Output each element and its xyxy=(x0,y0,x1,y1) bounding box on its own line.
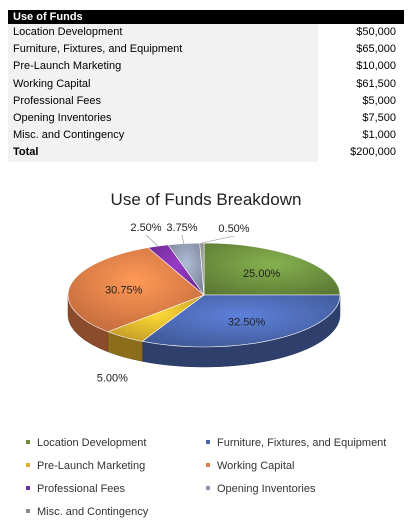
row-amount: $61,500 xyxy=(356,77,396,90)
legend-label: Professional Fees xyxy=(37,483,126,495)
data-label-misc-and-contingency: 0.50% xyxy=(218,223,249,235)
legend-label: Pre-Launch Marketing xyxy=(37,460,146,472)
legend-swatch xyxy=(26,486,30,491)
use-of-funds-table: Use of Funds Location Development $50,000… xyxy=(8,10,404,162)
leader-line-opening-inventories xyxy=(181,234,185,244)
legend-label: Misc. and Contingency xyxy=(37,506,149,518)
row-label: Pre-Launch Marketing xyxy=(8,58,318,76)
data-label-furniture-fixtures-and-equipment: 32.50% xyxy=(228,317,266,329)
data-label-location-development: 25.00% xyxy=(243,268,281,280)
legend-item-misc-and-contingency: Misc. and Contingency xyxy=(26,506,148,518)
legend-swatch xyxy=(206,463,210,468)
leader-line-misc-and-contingency xyxy=(201,235,235,244)
legend-swatch xyxy=(26,463,30,468)
row-label: Location Development xyxy=(8,24,318,42)
legend-label: Furniture, Fixtures, and Equipment xyxy=(217,437,387,449)
pie-slice-misc-and-contingency xyxy=(199,242,205,296)
table-header: Use of Funds xyxy=(8,10,404,24)
row-label: Opening Inventories xyxy=(8,109,318,128)
legend-item-location-development: Location Development xyxy=(26,437,146,449)
legend-item-opening-inventories: Opening Inventories xyxy=(206,483,315,495)
row-label: Misc. and Contingency xyxy=(8,127,318,145)
pie-tops xyxy=(67,242,341,348)
row-amount: $1,000 xyxy=(362,129,396,142)
legend-label: Location Development xyxy=(37,437,147,449)
data-label-working-capital: 30.75% xyxy=(105,284,143,296)
chart-title: Use of Funds Breakdown xyxy=(110,190,302,209)
table-row: Misc. and Contingency $1,000 xyxy=(8,127,404,145)
legend-item-furniture-fixtures-and-equipment: Furniture, Fixtures, and Equipment xyxy=(206,437,386,449)
legend-swatch xyxy=(206,486,210,491)
row-label: Professional Fees xyxy=(8,92,318,110)
table-row: Opening Inventories $7,500 xyxy=(8,109,404,128)
pie-slice-location-development xyxy=(203,242,341,296)
table-row: Furniture, Fixtures, and Equipment $65,00… xyxy=(8,41,404,59)
data-labels: 25.00% 32.50% 5.00% 30.75% 2.50% 3.75% 0.50% xyxy=(97,222,281,384)
table-row: Location Development $50,000 xyxy=(8,24,404,42)
table-rows: Location Development $50,000 Furniture, Fi… xyxy=(8,24,404,145)
total-label: Total xyxy=(8,144,318,162)
total-amount: $200,000 xyxy=(350,146,396,159)
pie-sides xyxy=(67,294,341,368)
legend-swatch xyxy=(206,440,210,445)
legend-item-working-capital: Working Capital xyxy=(206,460,294,472)
table-total-row: Total $200,000 xyxy=(8,144,404,162)
legend-label: Opening Inventories xyxy=(217,483,316,495)
row-amount: $65,000 xyxy=(356,43,396,56)
legend-label: Working Capital xyxy=(217,460,295,472)
legend-swatch xyxy=(26,509,30,514)
leader-line-professional-fees xyxy=(145,234,159,247)
data-label-professional-fees: 2.50% xyxy=(130,222,161,234)
legend-swatch xyxy=(26,440,30,445)
data-label-pre-launch-marketing: 5.00% xyxy=(97,372,128,384)
row-amount: $7,500 xyxy=(362,111,396,124)
row-label: Furniture, Fixtures, and Equipment xyxy=(8,41,318,59)
pie-slice-furniture-fixtures-and-equipment xyxy=(141,294,341,348)
pie-slice-working-capital xyxy=(67,247,205,333)
table-row: Pre-Launch Marketing $10,000 xyxy=(8,58,404,76)
table-row: Professional Fees $5,000 xyxy=(8,92,404,110)
pie-chart: 25.00% 32.50% 5.00% 30.75% 2.50% 3.75% 0.50% xyxy=(67,222,341,384)
table-row: Working Capital $61,500 xyxy=(8,75,404,93)
row-label: Working Capital xyxy=(8,75,318,93)
row-amount: $5,000 xyxy=(362,94,396,107)
row-amount: $10,000 xyxy=(356,60,396,73)
row-amount: $50,000 xyxy=(356,26,396,38)
data-label-opening-inventories: 3.75% xyxy=(166,222,197,234)
legend-item-pre-launch-marketing: Pre-Launch Marketing xyxy=(26,460,145,472)
legend-item-professional-fees: Professional Fees xyxy=(26,483,125,495)
